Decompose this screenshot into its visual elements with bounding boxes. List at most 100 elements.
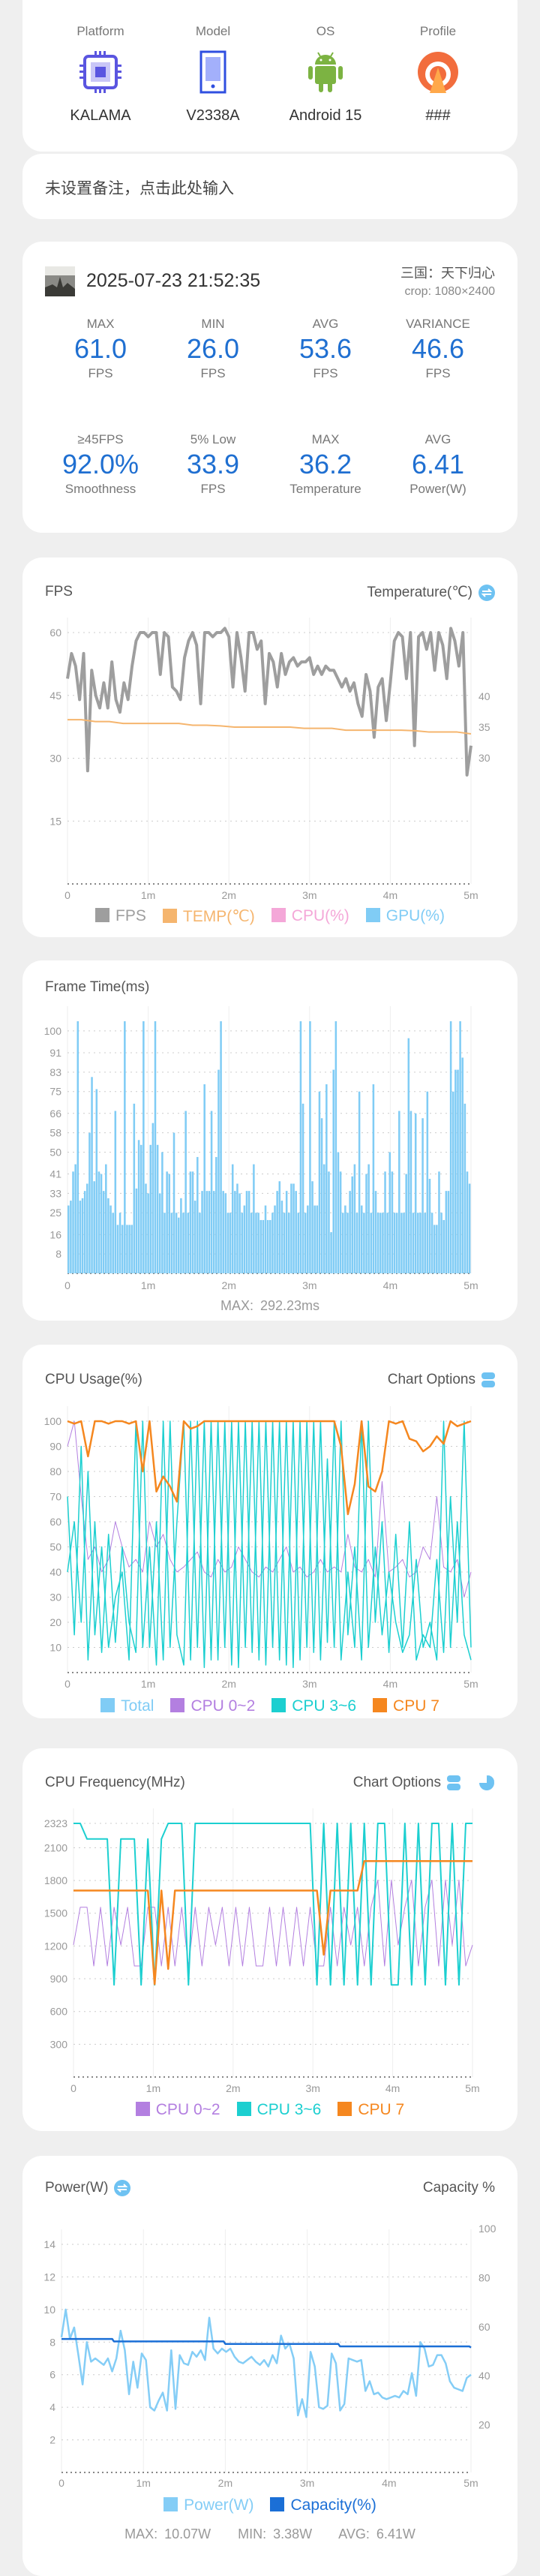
device-info-card: Platform KALAMA Model V2338A OS Android … xyxy=(22,0,518,152)
frame-time-bar xyxy=(118,1213,122,1273)
frame-time-bar xyxy=(189,1171,192,1273)
frame-time-bar xyxy=(74,1164,76,1273)
swap-icon[interactable] xyxy=(478,584,495,601)
stat-item: MIN 26.0 FPS xyxy=(157,317,269,381)
frame-time-bar xyxy=(102,1191,105,1273)
swap-icon[interactable] xyxy=(114,2180,131,2196)
frame-time-bar xyxy=(220,1021,222,1273)
frame-time-bar xyxy=(116,1225,119,1273)
frame-time-bar xyxy=(464,1103,466,1273)
chart-options-button[interactable]: Chart Options xyxy=(353,1775,495,1791)
stat-unit: Temperature xyxy=(290,482,362,496)
legend-item[interactable]: TEMP(℃) xyxy=(162,907,255,926)
x-tick-label: 1m xyxy=(141,1678,155,1690)
y2-tick-label: 100 xyxy=(478,2223,496,2235)
layers-icon[interactable] xyxy=(447,1775,460,1791)
stat-unit: FPS xyxy=(313,366,338,380)
chart-right-title[interactable]: Temperature(℃) xyxy=(367,584,495,601)
frame-time-bar xyxy=(255,1213,257,1273)
stat-unit: FPS xyxy=(425,366,451,380)
os-info: OS Android 15 xyxy=(269,24,382,125)
legend-item[interactable]: CPU 3~6 xyxy=(272,1697,356,1715)
x-tick-label: 1m xyxy=(146,2082,160,2094)
y-tick-label: 16 xyxy=(50,1228,62,1240)
note-input[interactable]: 未设置备注，点击此处输入 xyxy=(45,179,234,197)
chart-legend: Total CPU 0~2 CPU 3~6 CPU 7 xyxy=(22,1697,518,1715)
frame-time-bar xyxy=(180,1198,182,1273)
legend-swatch xyxy=(164,2497,178,2511)
pie-chart-icon[interactable] xyxy=(478,1775,495,1791)
frame-time-bar xyxy=(447,1191,450,1273)
frame-time-bar xyxy=(194,1201,196,1273)
frame-time-bar xyxy=(337,1152,340,1273)
frame-time-bar xyxy=(79,1201,82,1273)
chart-options-label: Chart Options xyxy=(387,1372,476,1387)
frame-time-bar xyxy=(445,1191,448,1273)
stat-value: 46.6 xyxy=(411,333,465,364)
y-tick-label: 2323 xyxy=(44,1817,68,1829)
legend-item[interactable]: CPU 7 xyxy=(373,1697,440,1715)
frame-time-bar xyxy=(135,1188,138,1273)
layers-icon[interactable] xyxy=(482,1372,495,1388)
stat-value: 92.0% xyxy=(62,449,140,479)
legend-item[interactable]: Total xyxy=(100,1697,154,1715)
x-tick-label: 0 xyxy=(64,889,70,901)
android-icon xyxy=(308,52,343,92)
y-tick-label: 900 xyxy=(50,1973,68,1985)
x-tick-label: 0 xyxy=(70,2082,76,2094)
crop-resolution: crop: 1080×2400 xyxy=(404,285,495,298)
frame-time-bar xyxy=(440,1213,442,1273)
profile-value: ### xyxy=(425,107,451,124)
frame-time-bar xyxy=(398,1111,400,1273)
legend-item[interactable]: CPU(%) xyxy=(271,907,350,926)
legend-item[interactable]: Capacity(%) xyxy=(270,2496,376,2514)
legend-item[interactable]: CPU 7 xyxy=(338,2101,404,2119)
power-title[interactable]: Power(W) xyxy=(45,2180,131,2196)
note-card[interactable]: 未设置备注，点击此处输入 xyxy=(22,154,518,219)
frame-time-bar xyxy=(68,1205,70,1273)
frame-time-bar xyxy=(400,1213,403,1273)
legend-item[interactable]: CPU 3~6 xyxy=(236,2101,321,2119)
frame-time-bar xyxy=(107,1198,110,1273)
legend-item[interactable]: GPU(%) xyxy=(365,907,445,926)
y-tick-label: 4 xyxy=(50,2401,56,2413)
profile-info[interactable]: Profile ### xyxy=(382,24,494,125)
legend-item[interactable]: CPU 0~2 xyxy=(170,1697,255,1715)
power-stats: MAX: 10.07W MIN: 3.38W AVG: 6.41W xyxy=(124,2526,416,2541)
frame-time-bar xyxy=(407,1038,410,1273)
series-line-cpu-3-6 xyxy=(74,1823,472,1986)
frame-time-bar xyxy=(274,1205,276,1273)
frame-time-bar xyxy=(405,1174,407,1273)
y-tick-label: 33 xyxy=(50,1187,62,1199)
frame-time-bar xyxy=(149,1144,152,1273)
frame-time-bar xyxy=(436,1225,438,1273)
series-line-cpu-0-2 xyxy=(67,1420,472,1598)
stat-item: MAX 36.2 Temperature xyxy=(269,432,382,497)
stat-value: 6.41 xyxy=(411,449,465,479)
legend-item[interactable]: FPS xyxy=(95,907,146,926)
stat-label: MIN xyxy=(201,317,225,331)
y-tick-label: 2 xyxy=(50,2434,56,2446)
y-tick-label: 60 xyxy=(50,627,62,639)
frame-time-max: MAX: 292.23ms xyxy=(220,1298,320,1313)
frame-time-bar xyxy=(178,1217,180,1273)
frame-time-bar xyxy=(81,1198,84,1273)
y-tick-label: 83 xyxy=(50,1066,62,1078)
x-tick-label: 2m xyxy=(218,2477,232,2489)
frame-time-bar xyxy=(326,1084,328,1273)
x-tick-label: 1m xyxy=(136,2477,150,2489)
frame-time-bar xyxy=(393,1213,396,1273)
frame-time-bar xyxy=(382,1213,384,1273)
legend-item[interactable]: CPU 0~2 xyxy=(135,2101,220,2119)
frame-time-bar xyxy=(152,1123,154,1273)
platform-value: KALAMA xyxy=(70,107,131,124)
legend-label: CPU 3~6 xyxy=(292,1697,357,1715)
chart-options-button[interactable]: Chart Options xyxy=(388,1372,495,1388)
legend-item[interactable]: Power(W) xyxy=(164,2496,254,2514)
y-tick-label: 80 xyxy=(50,1465,62,1477)
frame-time-bar xyxy=(430,1213,434,1273)
x-tick-label: 2m xyxy=(221,889,236,901)
stat-unit: FPS xyxy=(88,366,113,380)
frame-time-bar xyxy=(365,1174,368,1273)
frame-time-bar xyxy=(276,1191,278,1273)
